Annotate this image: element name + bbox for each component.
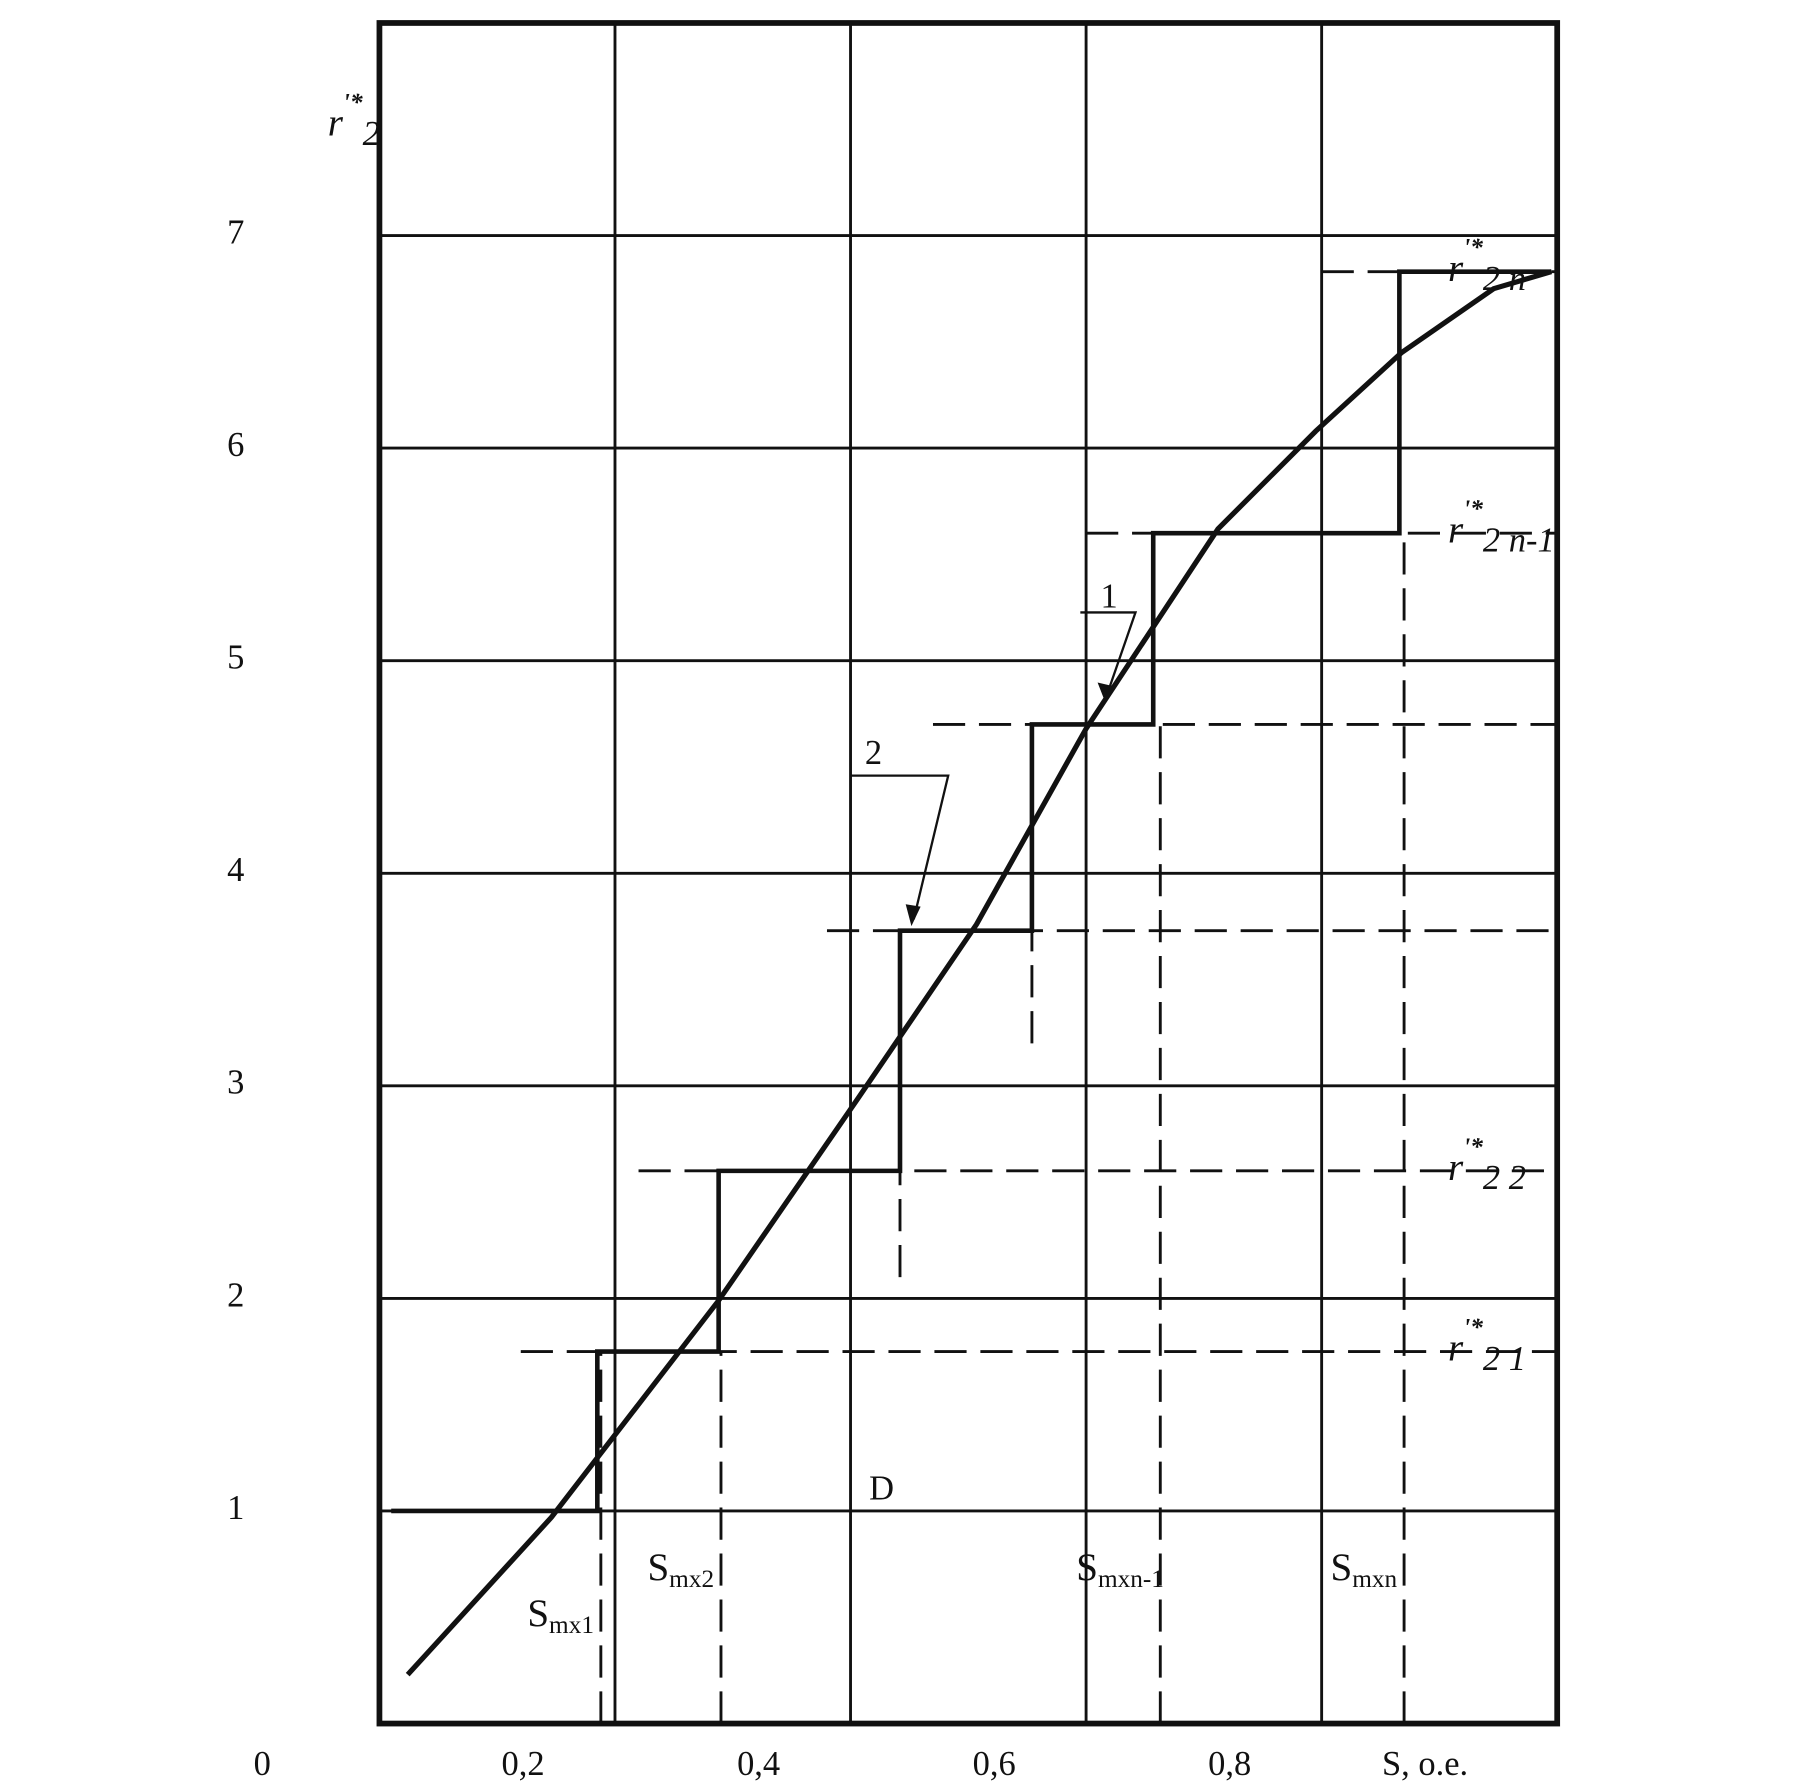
reference-label-sub: 2 1 xyxy=(1483,1340,1526,1378)
reference-label-sup: '* xyxy=(1463,495,1483,523)
y-tick-label: 1 xyxy=(227,1489,244,1527)
reference-label-base: S xyxy=(1076,1546,1098,1589)
x-tick-label: 0,4 xyxy=(737,1745,780,1781)
y-axis-label: r'*2 xyxy=(328,88,380,152)
annotation: 2 xyxy=(865,734,882,772)
series-line xyxy=(391,269,1552,1514)
reference-label-sub: mxn-1 xyxy=(1098,1565,1164,1593)
reference-label-sub: mx1 xyxy=(549,1611,594,1639)
reference-label: r'*2 2 xyxy=(1448,1133,1526,1197)
reference-label-base: r xyxy=(1448,1327,1464,1370)
reference-label: r'*2 1 xyxy=(1448,1313,1526,1377)
leader-1 xyxy=(1080,611,1138,699)
y-tick-label: 7 xyxy=(227,213,244,251)
x-tick-label: 0,8 xyxy=(1208,1745,1251,1781)
x-axis-label: S, o.e. xyxy=(1382,1745,1468,1781)
reference-label-sup: '* xyxy=(1463,1313,1483,1341)
reference-label: Smx2 xyxy=(647,1546,714,1593)
arrowhead-2 xyxy=(905,904,921,927)
reference-label: r'*2 n xyxy=(1448,234,1526,298)
reference-label-base: S xyxy=(527,1592,549,1635)
annotation: 1 xyxy=(1100,578,1117,616)
reference-label: r'*2 n-1 xyxy=(1448,495,1555,559)
reference-label: Smx1 xyxy=(527,1592,594,1639)
x-tick-label: 0,6 xyxy=(973,1745,1016,1781)
reference-label-base: r xyxy=(1448,508,1464,551)
y-tick-label: 5 xyxy=(227,639,244,677)
y-axis-label-base: r xyxy=(328,102,344,145)
reference-label-sub: mx2 xyxy=(669,1565,714,1593)
y-tick-label: 2 xyxy=(227,1276,244,1314)
reference-label-sub: mxn xyxy=(1352,1565,1397,1593)
reference-label: Smxn xyxy=(1331,1546,1398,1593)
y-axis-label-sub: 2 xyxy=(363,115,380,153)
reference-label-sub: 2 n-1 xyxy=(1483,522,1555,560)
y-axis-label-sup: '* xyxy=(343,88,363,116)
reference-label-sup: '* xyxy=(1463,234,1483,262)
reference-label-base: S xyxy=(647,1546,669,1589)
reference-label: Smxn-1 xyxy=(1076,1546,1164,1593)
y-tick-label: 3 xyxy=(227,1064,244,1102)
reference-label-base: r xyxy=(1448,1146,1464,1189)
annotation: D xyxy=(869,1469,894,1507)
y-tick-label: 4 xyxy=(227,851,244,889)
reference-label-base: S xyxy=(1331,1546,1353,1589)
x-tick-label: 0,2 xyxy=(502,1745,545,1781)
reference-label-sup: '* xyxy=(1463,1133,1483,1161)
leader-2 xyxy=(850,774,950,920)
reference-label-sub: 2 2 xyxy=(1483,1159,1526,1197)
series-line xyxy=(405,269,1553,1677)
y-tick-label: 0 xyxy=(254,1745,271,1781)
arrowhead-1 xyxy=(1097,682,1113,704)
reference-label-base: r xyxy=(1448,247,1464,290)
y-tick-label: 6 xyxy=(227,426,244,464)
